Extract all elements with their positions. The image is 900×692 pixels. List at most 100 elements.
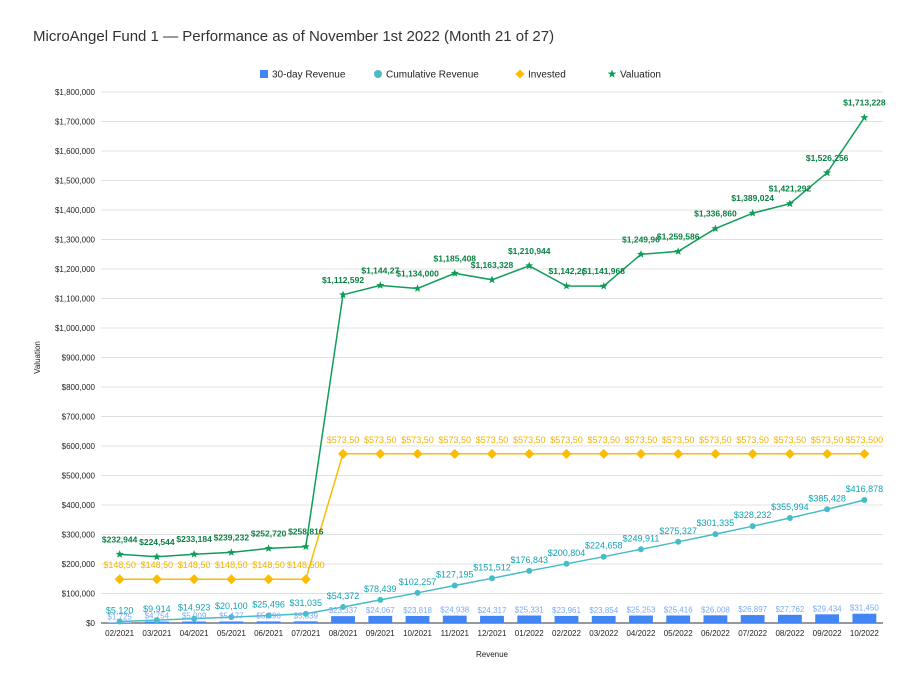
legend-swatch-invested bbox=[515, 69, 525, 79]
cumulative-revenue-point bbox=[377, 596, 384, 603]
invested-point bbox=[561, 448, 572, 459]
bar-30-day-revenue bbox=[442, 615, 467, 623]
valuation-data-label: $239,232 bbox=[214, 532, 250, 542]
cumulative-revenue-point bbox=[637, 546, 644, 553]
valuation-point bbox=[525, 261, 534, 270]
bar-data-label: $5,539 bbox=[294, 611, 319, 620]
legend-label: Invested bbox=[528, 70, 566, 81]
invested-data-label: $573,50 bbox=[774, 435, 807, 445]
x-tick-label: 05/2022 bbox=[664, 629, 693, 638]
x-tick-label: 03/2021 bbox=[142, 629, 171, 638]
cumulative-revenue-point bbox=[712, 531, 719, 538]
y-tick-label: $1,400,000 bbox=[55, 206, 96, 215]
bar-data-label: $26,008 bbox=[701, 605, 730, 614]
invested-point bbox=[859, 448, 870, 459]
bar-30-day-revenue bbox=[629, 615, 653, 623]
invested-data-label: $148,50 bbox=[141, 560, 174, 570]
bar-30-day-revenue bbox=[666, 615, 691, 623]
cumulative-revenue-data-label: $385,428 bbox=[808, 493, 846, 503]
valuation-point bbox=[227, 548, 236, 556]
valuation-data-label: $1,163,328 bbox=[471, 260, 514, 270]
y-tick-label: $0 bbox=[86, 619, 95, 628]
bar-30-day-revenue bbox=[815, 614, 840, 623]
cumulative-revenue-point bbox=[414, 589, 421, 596]
valuation-point bbox=[599, 281, 608, 290]
bar-data-label: $24,317 bbox=[478, 606, 507, 615]
bar-data-label: $23,961 bbox=[552, 606, 581, 615]
valuation-point bbox=[562, 281, 571, 290]
bar-data-label: $25,331 bbox=[515, 606, 544, 615]
invested-point bbox=[189, 574, 200, 585]
invested-data-label: $573,50 bbox=[662, 435, 695, 445]
bar-30-day-revenue bbox=[293, 621, 318, 623]
bar-30-day-revenue bbox=[182, 621, 207, 623]
invested-point bbox=[375, 448, 386, 459]
valuation-point bbox=[339, 290, 347, 299]
bar-data-label: $23,854 bbox=[589, 606, 618, 615]
invested-data-label: $573,500 bbox=[846, 435, 884, 445]
invested-data-label: $573,50 bbox=[364, 435, 397, 445]
x-tick-label: 11/2021 bbox=[441, 629, 470, 638]
valuation-data-label: $1,421,292 bbox=[769, 184, 812, 194]
cumulative-revenue-data-label: $416,878 bbox=[846, 484, 884, 494]
valuation-data-label: $224,544 bbox=[139, 537, 175, 547]
y-tick-label: $1,100,000 bbox=[55, 295, 96, 304]
cumulative-revenue-data-label: $200,804 bbox=[548, 548, 586, 558]
cumulative-revenue-data-label: $355,994 bbox=[771, 502, 809, 512]
bar-data-label: $1,725 bbox=[107, 612, 132, 621]
cumulative-revenue-point bbox=[526, 567, 533, 574]
x-tick-label: 06/2021 bbox=[254, 629, 283, 638]
bar-30-day-revenue bbox=[703, 615, 728, 623]
bar-data-label: $29,434 bbox=[813, 604, 842, 613]
chart-title: MicroAngel Fund 1 — Performance as of No… bbox=[33, 28, 555, 45]
bar-data-label: $5,177 bbox=[219, 611, 244, 620]
cumulative-revenue-data-label: $151,512 bbox=[473, 562, 511, 572]
valuation-data-label: $232,944 bbox=[102, 534, 138, 544]
cumulative-revenue-point bbox=[116, 618, 123, 625]
invested-data-label: $573,50 bbox=[438, 435, 471, 445]
bar-data-label: $27,762 bbox=[775, 605, 804, 614]
y-tick-label: $1,700,000 bbox=[55, 118, 96, 127]
legend-label: Valuation bbox=[620, 70, 661, 81]
invested-point bbox=[747, 448, 758, 459]
valuation-data-label: $1,185,408 bbox=[433, 253, 476, 263]
valuation-point bbox=[823, 168, 832, 177]
valuation-data-label: $1,142,2( bbox=[549, 266, 585, 276]
bar-data-label: $31,450 bbox=[850, 604, 879, 613]
valuation-point bbox=[376, 281, 385, 289]
cumulative-revenue-point bbox=[600, 553, 607, 560]
y-tick-label: $1,300,000 bbox=[55, 236, 96, 245]
cumulative-revenue-point bbox=[228, 614, 235, 621]
bar-30-day-revenue bbox=[368, 615, 393, 623]
bar-30-day-revenue bbox=[777, 614, 802, 623]
valuation-point bbox=[748, 209, 757, 217]
cumulative-revenue-data-label: $25,496 bbox=[252, 599, 285, 609]
invested-point bbox=[598, 448, 609, 459]
invested-data-label: $148,50 bbox=[103, 560, 136, 570]
y-tick-label: $200,000 bbox=[62, 560, 96, 569]
invested-data-label: $573,50 bbox=[625, 435, 658, 445]
x-tick-label: 07/2021 bbox=[291, 629, 320, 638]
invested-point bbox=[151, 574, 162, 585]
invested-data-label: $573,50 bbox=[699, 435, 732, 445]
x-tick-label: 08/2021 bbox=[329, 629, 358, 638]
invested-point bbox=[114, 574, 125, 585]
invested-data-label: $573,50 bbox=[327, 435, 360, 445]
invested-point bbox=[673, 448, 684, 459]
valuation-point bbox=[152, 552, 161, 561]
valuation-point bbox=[637, 250, 645, 258]
invested-data-label: $148,50 bbox=[252, 560, 285, 570]
bar-data-label: $23,337 bbox=[329, 606, 358, 615]
y-tick-label: $600,000 bbox=[62, 442, 96, 451]
y-tick-label: $1,600,000 bbox=[55, 147, 96, 156]
invested-point bbox=[226, 574, 237, 585]
valuation-point bbox=[711, 224, 720, 232]
x-tick-label: 10/2022 bbox=[850, 629, 879, 638]
legend-swatch-cumulative-revenue bbox=[374, 70, 382, 78]
x-tick-label: 09/2022 bbox=[813, 629, 842, 638]
y-tick-label: $700,000 bbox=[62, 413, 96, 422]
bar-30-day-revenue bbox=[517, 615, 542, 623]
valuation-point bbox=[264, 544, 273, 552]
